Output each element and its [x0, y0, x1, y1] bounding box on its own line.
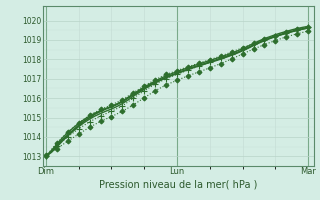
- X-axis label: Pression niveau de la mer( hPa ): Pression niveau de la mer( hPa ): [99, 179, 258, 189]
